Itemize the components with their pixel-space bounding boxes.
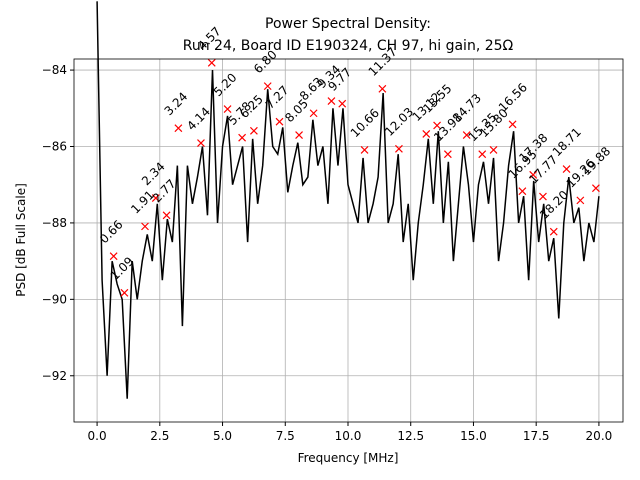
peak-marker (360, 146, 369, 154)
peak-marker (295, 131, 303, 139)
peak-label: 3.24 (162, 89, 191, 118)
peak-marker (508, 120, 517, 129)
peak-marker (238, 133, 247, 142)
peak-label: 5.20 (211, 70, 240, 99)
x-tick-label: 17.5 (523, 429, 550, 443)
peak-marker (162, 211, 171, 220)
peak-marker (576, 196, 585, 205)
peak-marker (263, 82, 272, 91)
psd-line (96, 1, 600, 399)
x-tick-label: 15.0 (460, 429, 487, 443)
peak-marker (489, 146, 498, 154)
y-axis-label: PSD [dB Full Scale] (14, 183, 28, 297)
peak-marker (518, 187, 527, 196)
x-tick-label: 2.5 (150, 429, 169, 443)
peak-label: 12.03 (382, 105, 416, 139)
x-tick-label: 7.5 (276, 429, 295, 443)
peak-marker (433, 121, 441, 130)
peak-marker (562, 165, 571, 173)
x-tick-label: 20.0 (586, 429, 613, 443)
peak-marker (174, 124, 183, 133)
peak-label: 6.25 (237, 92, 266, 121)
peak-label: 4.14 (184, 104, 213, 133)
peak-marker (275, 117, 284, 126)
chart-subtitle: Run 24, Board ID E190324, CH 97, hi gain… (183, 38, 514, 54)
peak-marker (207, 58, 216, 67)
x-tick-label: 5.0 (213, 429, 232, 443)
peak-marker (549, 227, 558, 236)
peak-marker (378, 84, 387, 93)
x-axis-label: Frequency [MHz] (298, 451, 399, 465)
peak-label: 18.71 (550, 125, 584, 159)
x-tick-label: 10.0 (335, 429, 362, 443)
y-tick-label: −84 (42, 63, 67, 77)
peak-marker (309, 109, 318, 118)
peak-marker (197, 139, 205, 147)
peak-marker (249, 126, 258, 135)
y-tick-label: −82 (42, 0, 67, 1)
plot-frame (73, 58, 624, 423)
x-tick-label: 12.5 (397, 429, 424, 443)
peak-marker (591, 184, 600, 193)
peak-label: 10.66 (348, 106, 382, 140)
chart-title: Power Spectral Density: (265, 16, 431, 32)
y-tick-label: −92 (42, 369, 67, 383)
peak-marker (327, 97, 336, 105)
peak-marker (462, 131, 471, 139)
peak-marker (529, 170, 538, 179)
peak-marker (395, 144, 403, 153)
peak-marker (109, 252, 118, 261)
peak-marker (539, 192, 547, 201)
y-tick-label: −90 (42, 292, 67, 306)
y-tick-label: −86 (42, 140, 67, 154)
peak-marker (422, 129, 431, 138)
peak-marker (443, 150, 452, 159)
x-tick-label: 0.0 (88, 429, 107, 443)
peak-marker (151, 194, 160, 203)
peak-marker (120, 288, 129, 297)
peak-marker (478, 150, 487, 159)
peak-marker (223, 105, 232, 113)
y-tick-label: −88 (42, 216, 67, 230)
peak-marker (141, 222, 149, 231)
peak-label: 16.56 (496, 80, 530, 114)
peak-marker (338, 99, 347, 108)
